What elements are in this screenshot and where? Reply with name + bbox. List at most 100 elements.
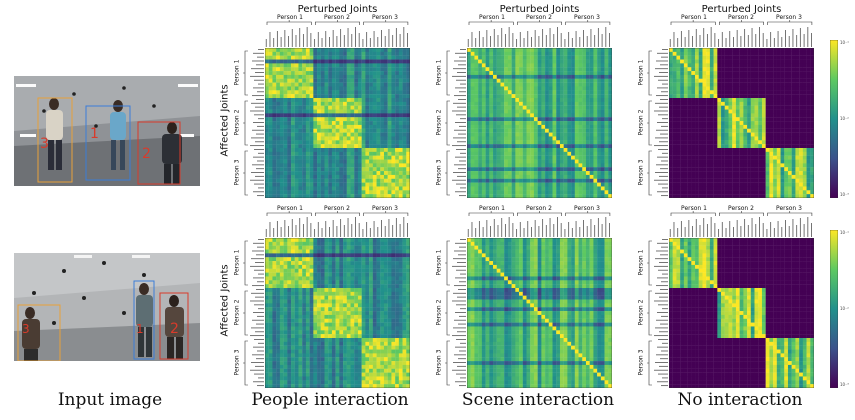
column-tick-label xyxy=(677,38,679,47)
heatmap-cell xyxy=(806,74,811,79)
heatmap-cell xyxy=(305,128,310,133)
heatmap-cell xyxy=(305,78,310,83)
heatmap-cell xyxy=(750,86,755,91)
heatmap-cell xyxy=(372,63,377,68)
row-tick-label xyxy=(662,377,668,379)
heatmap-cell xyxy=(343,94,347,99)
heatmap-cell xyxy=(309,163,314,168)
heatmap-cell xyxy=(398,71,403,76)
heatmap-cell xyxy=(268,121,273,126)
heatmap-cell xyxy=(552,109,557,114)
heatmap-cell xyxy=(608,163,612,168)
heatmap-cell xyxy=(526,159,531,164)
person-number-1: 1 xyxy=(90,126,99,142)
heatmap-cell xyxy=(395,174,399,179)
heatmap-cell xyxy=(283,132,288,137)
heatmap-cell xyxy=(507,186,512,191)
heatmap-cell xyxy=(313,90,318,95)
heatmap-cell xyxy=(406,82,410,87)
heatmap-cell xyxy=(810,94,814,99)
heatmap-cell xyxy=(709,82,714,87)
heatmap-cell xyxy=(559,128,564,133)
heatmap-cell xyxy=(582,148,587,152)
heatmap-cell xyxy=(522,51,527,56)
heatmap-cell xyxy=(563,71,568,76)
heatmap-cell xyxy=(287,186,292,191)
heatmap-cell xyxy=(747,128,751,133)
heatmap-cell xyxy=(478,124,483,129)
heatmap-cell xyxy=(350,94,355,99)
heatmap-cell xyxy=(500,163,505,168)
heatmap-cell xyxy=(339,186,344,191)
heatmap-cell xyxy=(272,101,277,106)
heatmap-cell xyxy=(695,155,699,160)
column-bracket xyxy=(363,211,409,216)
heatmap-cell xyxy=(791,105,796,110)
heatmap-cell xyxy=(291,136,295,141)
heatmap-cell xyxy=(507,48,512,52)
heatmap-cell xyxy=(276,186,281,191)
heatmap-cell xyxy=(717,55,722,60)
heatmap-cell xyxy=(291,194,295,198)
column-tick-label xyxy=(358,33,360,47)
heatmap-cell xyxy=(806,159,811,164)
heatmap-cell xyxy=(672,178,677,183)
heatmap-cell xyxy=(504,86,509,91)
heatmap-cell xyxy=(279,74,284,79)
heatmap-cell xyxy=(380,167,385,172)
heatmap-cell xyxy=(339,86,344,91)
column-tick-label xyxy=(725,38,727,47)
heatmap-cell xyxy=(387,151,392,156)
heatmap-cell xyxy=(728,171,733,176)
heatmap-cell xyxy=(515,98,520,102)
heatmap-cell xyxy=(787,94,792,99)
heatmap-cell xyxy=(391,78,396,83)
heatmap-cell xyxy=(582,59,587,64)
heatmap-cell xyxy=(507,159,512,164)
heatmap-cell xyxy=(559,78,564,83)
heatmap-cell xyxy=(478,94,483,99)
heatmap-cell xyxy=(291,74,295,79)
heatmap-cell xyxy=(695,109,699,114)
heatmap-cell xyxy=(676,82,681,87)
heatmap-cell xyxy=(291,121,295,126)
heatmap-cell xyxy=(500,155,505,160)
heatmap-cell xyxy=(331,113,336,118)
heatmap-cell xyxy=(810,167,814,172)
heatmap-cell xyxy=(350,128,355,133)
heatmap-cell xyxy=(724,155,729,160)
heatmap-cell xyxy=(530,117,535,122)
heatmap-cell xyxy=(574,98,579,102)
heatmap-cell xyxy=(717,159,722,164)
heatmap-cell xyxy=(496,101,501,106)
heatmap-cell xyxy=(732,55,737,60)
heatmap-cell xyxy=(784,167,789,172)
heatmap-cell xyxy=(769,167,774,172)
column-tick-label xyxy=(265,229,267,237)
heatmap-cell xyxy=(391,55,396,60)
heatmap-cell xyxy=(672,182,677,187)
heatmap-cell xyxy=(467,78,471,83)
heatmap-cell xyxy=(339,128,344,133)
heatmap-cell xyxy=(291,186,295,191)
heatmap-cell xyxy=(530,151,535,156)
heatmap-cell xyxy=(354,98,359,102)
heatmap-cell xyxy=(795,151,800,156)
heatmap-cell xyxy=(582,71,587,76)
heatmap-cell xyxy=(765,121,770,126)
heatmap-cell xyxy=(467,109,471,114)
heatmap-cell xyxy=(758,98,763,102)
heatmap-cell xyxy=(493,144,497,149)
row-tick-label xyxy=(659,106,668,108)
heatmap-cell xyxy=(574,117,579,122)
heatmap-cell xyxy=(806,124,811,129)
heatmap-cell xyxy=(698,117,703,122)
heatmap-cell xyxy=(780,167,785,172)
heatmap-cell xyxy=(354,182,359,187)
heatmap-cell xyxy=(372,155,377,160)
heatmap-cell xyxy=(672,51,677,56)
column-tick-label xyxy=(568,222,570,237)
heatmap-cell xyxy=(787,155,792,160)
heatmap-cell xyxy=(339,117,344,122)
row-tick-label xyxy=(660,358,668,360)
